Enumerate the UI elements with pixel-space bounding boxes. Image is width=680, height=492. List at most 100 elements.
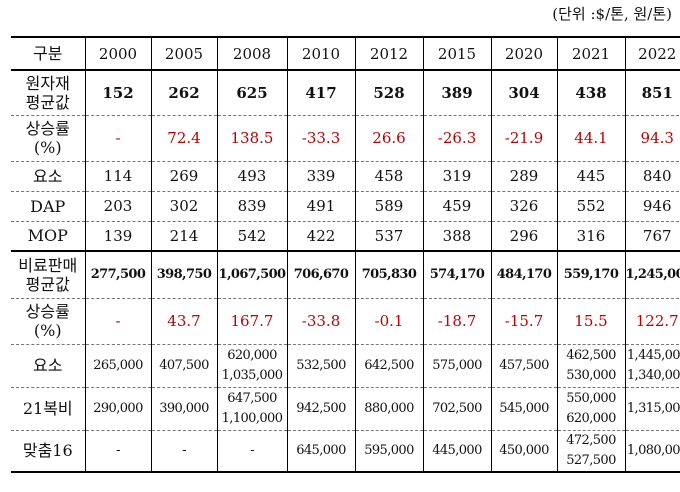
header-cell: 2008 bbox=[216, 36, 288, 71]
table-cell: 705,830 bbox=[354, 250, 424, 299]
table-cell: 94.3 bbox=[624, 114, 680, 162]
row-label: 원자재 평균값 bbox=[11, 69, 86, 116]
row-label-line: (%) bbox=[33, 138, 62, 157]
unit-label: (단위 :$/톤, 원/톤) bbox=[552, 5, 672, 23]
row-label: 상승률 (%) bbox=[11, 297, 86, 345]
table-cell: 417 bbox=[286, 69, 356, 116]
table-row: 21복비 290,000 390,000 647,500 1,100,000 942,50… bbox=[11, 386, 680, 431]
table-cell: 26.6 bbox=[354, 114, 424, 162]
table-row: 요소 114 269 493 339 458 319 289 445 840 bbox=[11, 160, 680, 192]
table-cell: 647,500 1,100,000 bbox=[216, 386, 288, 431]
table-cell: 339 bbox=[286, 160, 356, 192]
row-label-line: 맞춤16 bbox=[22, 441, 73, 460]
table-cell: 545,000 bbox=[490, 386, 558, 431]
cell-value: - bbox=[116, 443, 120, 458]
table-cell: 326 bbox=[490, 190, 558, 222]
table-cell: 290,000 bbox=[84, 386, 152, 431]
table-cell: 277,500 bbox=[84, 250, 152, 299]
table-row: MOP 139 214 542 422 537 388 296 316 767 bbox=[11, 220, 680, 252]
row-label-line: 요소 bbox=[33, 166, 63, 186]
cell-value: 545,000 bbox=[499, 401, 549, 416]
table-cell: 589 bbox=[354, 190, 424, 222]
table-row: DAP 203 302 839 491 589 459 326 552 946 bbox=[11, 190, 680, 222]
table-cell: 462,500 530,000 bbox=[556, 343, 626, 388]
cell-value: - bbox=[250, 443, 254, 458]
table-cell: 528 bbox=[354, 69, 424, 116]
cell-value: 1,100,000 bbox=[221, 410, 283, 426]
row-label-line: MOP bbox=[27, 226, 68, 246]
table-cell: 459 bbox=[422, 190, 492, 222]
cell-value: 390,000 bbox=[159, 401, 209, 416]
cell-value: 620,000 bbox=[227, 347, 277, 363]
table-cell: 1,315,000 bbox=[624, 386, 680, 431]
header-cell: 2000 bbox=[84, 36, 152, 71]
table-cell: 457,500 bbox=[490, 343, 558, 388]
cell-value: 702,500 bbox=[432, 401, 482, 416]
row-label-line: 평균값 bbox=[25, 274, 70, 294]
table-row: 비료판매 평균값 277,500 398,750 1,067,500 706,670 705… bbox=[11, 250, 680, 299]
header-cell: 2020 bbox=[490, 36, 558, 71]
table-cell: 152 bbox=[84, 69, 152, 116]
table-cell: -21.9 bbox=[490, 114, 558, 162]
cell-value: 462,500 bbox=[566, 347, 616, 363]
cell-value: 1,315,000 bbox=[626, 401, 680, 416]
header-cell: 2012 bbox=[354, 36, 424, 71]
row-label-line: (%) bbox=[33, 321, 62, 340]
cell-value: 407,500 bbox=[159, 358, 209, 373]
header-cell: 구분 bbox=[11, 36, 86, 71]
table-cell: -0.1 bbox=[354, 297, 424, 345]
table-cell: -33.8 bbox=[286, 297, 356, 345]
table-cell: - bbox=[84, 297, 152, 345]
table-cell: 269 bbox=[150, 160, 218, 192]
table-cell: 767 bbox=[624, 220, 680, 252]
table-cell: 296 bbox=[490, 220, 558, 252]
table-cell: 262 bbox=[150, 69, 218, 116]
table-cell: 15.5 bbox=[556, 297, 626, 345]
table-cell: -15.7 bbox=[490, 297, 558, 345]
row-label: 비료판매 평균값 bbox=[11, 250, 86, 299]
cell-value: 445,000 bbox=[432, 443, 482, 458]
row-label: 21복비 bbox=[11, 386, 86, 431]
table-cell: 484,170 bbox=[490, 250, 558, 299]
table-cell: 167.7 bbox=[216, 297, 288, 345]
table-cell: 642,500 bbox=[354, 343, 424, 388]
table-cell: 265,000 bbox=[84, 343, 152, 388]
table-cell: - bbox=[150, 429, 218, 473]
table-cell: 289 bbox=[490, 160, 558, 192]
table-cell: 445,000 bbox=[422, 429, 492, 473]
table-cell: 550,000 620,000 bbox=[556, 386, 626, 431]
cell-value: 942,500 bbox=[296, 401, 346, 416]
row-label: 요소 bbox=[11, 160, 86, 192]
header-cell: 2022 bbox=[624, 36, 680, 71]
row-label: 상승률 (%) bbox=[11, 114, 86, 162]
cell-value: 1,445,000 bbox=[626, 347, 680, 363]
row-label-line: 비료판매 bbox=[18, 255, 78, 275]
table-row: 요소 265,000 407,500 620,000 1,035,000 532,500 6… bbox=[11, 343, 680, 388]
cell-value: 532,500 bbox=[296, 358, 346, 373]
table-cell: 559,170 bbox=[556, 250, 626, 299]
table-cell: - bbox=[84, 429, 152, 473]
cell-value: 1,035,000 bbox=[221, 367, 283, 383]
table-cell: 388 bbox=[422, 220, 492, 252]
price-table: 구분 2000 2005 2008 2010 2012 2015 2020 2021 2022 원자… bbox=[11, 36, 680, 473]
header-cell: 2005 bbox=[150, 36, 218, 71]
row-label-line: 평균값 bbox=[25, 92, 70, 112]
cell-value: 472,500 bbox=[566, 432, 616, 448]
table-cell: 542 bbox=[216, 220, 288, 252]
table-cell: 595,000 bbox=[354, 429, 424, 473]
table-cell: 407,500 bbox=[150, 343, 218, 388]
cell-value: 550,000 bbox=[566, 390, 616, 406]
table-cell: -18.7 bbox=[422, 297, 492, 345]
cell-value: 530,000 bbox=[566, 367, 616, 383]
table-row: 원자재 평균값 152 262 625 417 528 389 304 438 851 bbox=[11, 69, 680, 116]
table-cell: 839 bbox=[216, 190, 288, 222]
cell-value: 450,000 bbox=[499, 443, 549, 458]
table-cell: -33.3 bbox=[286, 114, 356, 162]
table-cell: 532,500 bbox=[286, 343, 356, 388]
cell-value: 880,000 bbox=[364, 401, 414, 416]
table-cell: 122.7 bbox=[624, 297, 680, 345]
table-row: 상승률 (%) -72.4 138.5 -33.3 26.6 -26.3 -21.9 44.1 9… bbox=[11, 114, 680, 162]
table-cell: 946 bbox=[624, 190, 680, 222]
table-cell: 552 bbox=[556, 190, 626, 222]
header-cell: 2021 bbox=[556, 36, 626, 71]
